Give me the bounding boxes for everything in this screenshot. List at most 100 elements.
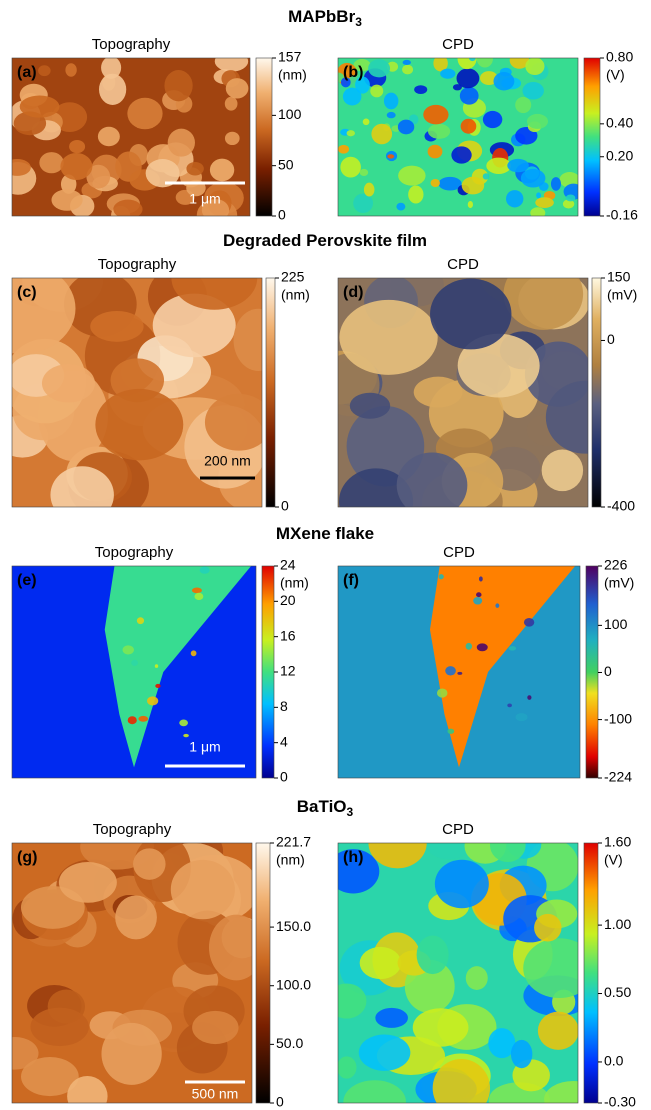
title-subscript: 3 [347,805,354,819]
colorbar-tick-label: 1.60 [604,834,631,850]
map-image [0,246,285,523]
grain [350,393,390,419]
grain [371,124,392,144]
grain [511,1040,532,1068]
panel-label: (e) [17,572,37,589]
grain [414,377,463,408]
grain [387,154,394,158]
colorbar-unit: (mV) [607,287,637,303]
grain [430,279,511,350]
grain [138,716,148,722]
grain [327,983,366,1018]
scale-bar-label: 1 μm [189,739,220,755]
colorbar-tick-label: 16 [280,627,296,643]
grain [397,452,468,517]
colorbar [256,58,272,216]
page: MAPbBr3Topography(a)1 μm157100500(nm)CPD… [0,0,651,1110]
grain [168,129,195,157]
grain [439,574,444,579]
colorbar-unit: (V) [604,852,623,868]
grain [460,87,479,105]
grain [128,716,137,724]
grain [504,258,584,330]
title-main: Degraded Perovskite film [223,231,427,250]
grain [209,915,264,981]
map-image [338,566,580,778]
colorbar-tick-label: 150 [607,269,631,285]
grain [179,719,188,726]
title-main: BaTiO [297,797,347,816]
grain [171,860,235,919]
section-title: Degraded Perovskite film [223,231,427,250]
grain [340,157,361,178]
grain [453,84,462,90]
grain [398,120,414,135]
grain [30,1008,88,1046]
colorbar-unit: (nm) [276,852,305,868]
grain [50,466,113,523]
grain [469,56,476,62]
colorbar-tick-label: 100.0 [276,976,311,992]
grain [164,70,192,101]
panel-label: (b) [343,64,363,81]
grain [402,65,413,75]
grain [205,394,273,451]
colorbar-unit: (mV) [604,575,634,591]
colorbar [256,843,270,1103]
grain [473,597,482,604]
grain [131,660,138,666]
grain [59,862,117,903]
colorbar-tick-label: 20 [280,592,296,608]
grain [123,645,134,654]
grain [384,93,399,110]
grain [225,132,240,145]
panel-label: (f) [343,572,359,589]
grain [445,666,456,675]
grain [525,58,544,75]
colorbar-tick-label: 0.20 [606,147,633,163]
colorbar-tick-label: 0.0 [604,1053,624,1069]
grain [210,159,234,182]
grain [51,189,82,211]
grain [155,684,160,688]
grain [551,177,561,191]
grain [347,130,355,136]
panel-label: (c) [17,284,37,301]
grain [337,1056,357,1078]
grain [542,450,583,492]
section-title: BaTiO3 [297,797,354,819]
grain [527,114,548,129]
grain [69,140,85,153]
colorbar-unit: (nm) [278,67,307,83]
colorbar [586,566,598,778]
section-title: MXene flake [276,524,374,543]
grain [39,152,63,173]
colorbar-unit: (V) [606,67,625,83]
grain [483,173,490,179]
colorbar-tick-label: 0 [280,769,288,785]
map-image [333,48,584,219]
grain [360,947,402,979]
grain [65,63,76,76]
colorbar-tick-label: 24 [280,557,296,573]
grain [477,643,488,651]
colorbar-tick-label: 150.0 [276,918,311,934]
colorbar-unit: (nm) [281,287,310,303]
grain [413,1008,469,1047]
panel-heading: Topography [92,36,171,53]
colorbar [266,278,275,507]
grain [225,97,238,111]
grain [437,688,448,697]
colorbar-tick-label: 1.00 [604,916,631,932]
grain [98,127,120,146]
panel-heading: CPD [442,821,474,838]
grain [495,603,499,607]
grain [147,696,158,705]
colorbar-tick-label: 0 [281,498,289,514]
colorbar-tick-label: 0.50 [604,984,631,1000]
grain [462,177,485,195]
panel-label: (h) [343,849,363,866]
panel-heading: Topography [93,821,172,838]
grain [42,364,95,402]
colorbar-tick-label: -0.16 [606,207,638,223]
